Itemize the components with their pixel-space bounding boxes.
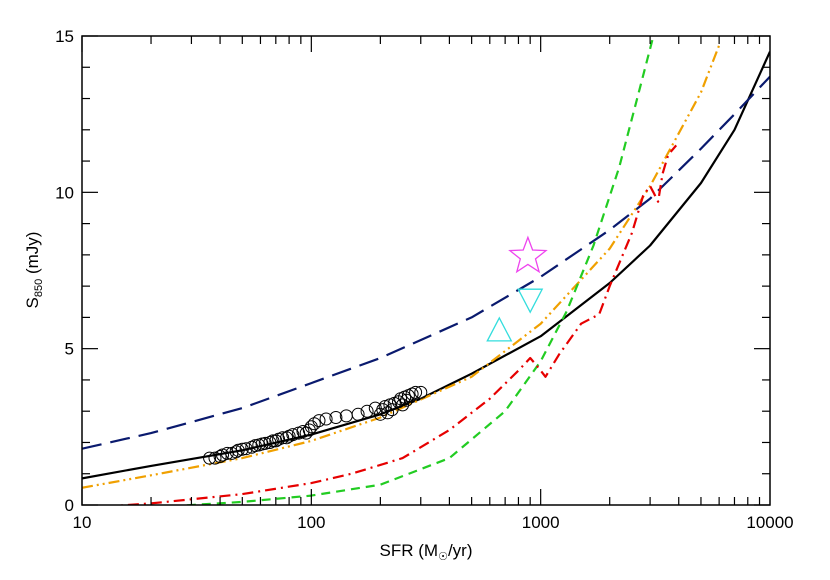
x-tick-label: 100 <box>297 513 325 532</box>
data-point-circle <box>319 412 333 426</box>
y-axis-title-rest: (mJy) <box>23 232 42 279</box>
data-point-circle <box>235 442 249 456</box>
data-point-circle <box>208 451 222 465</box>
data-point-circle <box>385 403 399 417</box>
marker-triangle-up <box>486 316 513 342</box>
marker-layer <box>203 235 548 465</box>
data-point-circle <box>381 406 395 420</box>
data-point-circle <box>276 431 290 445</box>
x-tick-label: 10 <box>73 513 92 532</box>
data-point-circle <box>216 448 229 462</box>
plot-frame <box>81 35 771 506</box>
data-point-circle <box>266 434 280 448</box>
marker-triangle-down <box>517 288 544 314</box>
data-point-circle <box>258 436 272 450</box>
y-axis-title-sub: 850 <box>33 279 45 297</box>
series-line-dash-dot <box>111 144 678 505</box>
label-layer: 10 100 1000 10000 0 5 10 15 <box>55 27 794 532</box>
x-tick-label: 10000 <box>746 513 793 532</box>
marker-star <box>508 235 548 274</box>
data-point-circle <box>396 398 410 412</box>
data-point-circle <box>286 428 300 442</box>
series-line-long-dash <box>82 75 770 450</box>
y-axis-title-main: S <box>23 297 42 308</box>
data-point-circle <box>296 425 310 438</box>
data-point-circle <box>414 385 428 399</box>
data-point-circle <box>229 445 243 459</box>
y-tick-label: 10 <box>55 183 74 202</box>
y-tick-label: 0 <box>65 496 74 515</box>
x-axis-title-pre: SFR (M <box>380 541 439 560</box>
data-point-circle <box>351 407 365 421</box>
data-point-circle <box>263 436 277 449</box>
y-axis-title: S850 (mJy) <box>23 232 45 309</box>
data-point-circle <box>203 451 217 465</box>
series-line-dash-dot-dot <box>82 45 721 489</box>
y-tick-label: 5 <box>65 340 74 359</box>
x-axis-title-post: /yr) <box>448 541 473 560</box>
x-tick-label: 1000 <box>522 513 560 532</box>
tick-layer <box>81 35 770 506</box>
x-axis-title: SFR (M☉/yr) <box>380 541 473 563</box>
data-point-circle <box>409 385 423 399</box>
data-point-circle <box>280 431 294 445</box>
y-tick-label: 15 <box>55 27 74 46</box>
data-point-circle <box>239 442 253 456</box>
data-point-circle <box>360 404 374 418</box>
data-point-circle <box>329 411 343 424</box>
x-axis-title-sub: ☉ <box>438 551 448 563</box>
data-point-circle <box>312 414 326 428</box>
